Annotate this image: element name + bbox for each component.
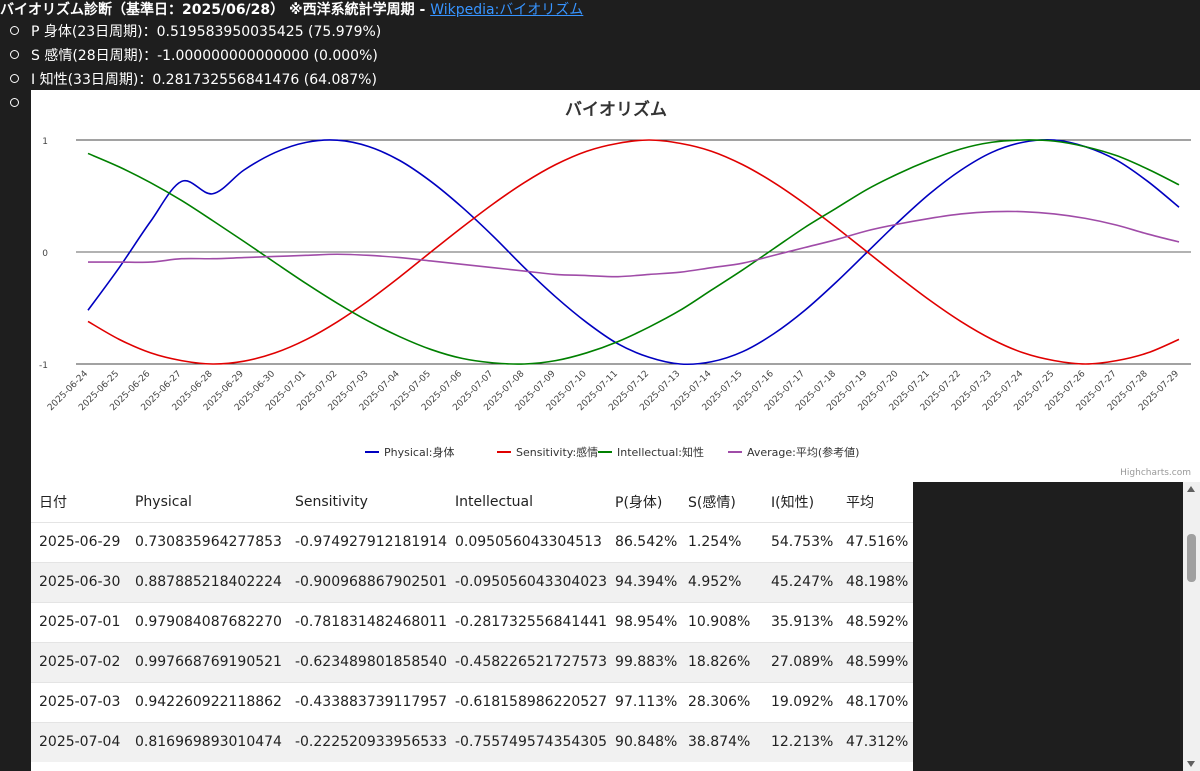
stat-empty (10, 96, 31, 112)
cell-s: 4.952% (680, 561, 763, 602)
cell-intellectual: -0.281732556841441 (447, 601, 608, 642)
y-tick-label: 0 (42, 249, 48, 259)
cell-i: 12.213% (762, 721, 838, 762)
cell-sensitivity: -0.623489801858540 (286, 641, 447, 682)
wikipedia-link[interactable]: Wikpedia:バイオリズム (430, 2, 584, 18)
col-physical: Physical (134, 493, 192, 510)
cell-intellectual: -0.618158986220527 (447, 681, 608, 722)
scroll-thumb[interactable] (1187, 534, 1196, 582)
cell-s: 38.874% (680, 721, 763, 762)
table-row: 2025-06-29 0.730835964277853 -0.9749279121… (31, 521, 913, 562)
table-header-row: 日付 Physical Sensitivity Intellectual P(身… (31, 482, 913, 522)
bullet-icon (10, 74, 19, 83)
table-row: 2025-07-03 0.942260922118862 -0.4338837391… (31, 681, 913, 722)
col-s: S(感情) (688, 494, 736, 511)
table-row: 2025-07-04 0.816969893010474 -0.2225209339… (31, 721, 913, 762)
cell-s: 28.306% (680, 681, 763, 722)
legend-item: Intellectual:知性 (617, 445, 704, 459)
cell-average: 48.592% (837, 601, 913, 642)
scroll-up-icon[interactable] (1187, 486, 1195, 492)
cell-physical: 0.997668769190521 (126, 641, 287, 682)
col-sensitivity: Sensitivity (294, 493, 368, 510)
cell-date: 2025-07-02 (31, 641, 127, 682)
chart-svg: バイオリズム10-12025-06-242025-06-252025-06-26… (39, 99, 1191, 478)
cell-average: 48.170% (837, 681, 913, 722)
series-line (87, 210, 1180, 278)
empty-pane (913, 482, 1183, 771)
cell-sensitivity: -0.222520933956533 (286, 721, 447, 762)
cell-s: 10.908% (680, 601, 763, 642)
scroll-down-icon[interactable] (1187, 761, 1195, 767)
bullet-icon (10, 26, 19, 35)
cell-p: 90.848% (607, 721, 681, 762)
table-row: 2025-07-01 0.979084087682270 -0.7818314824… (31, 601, 913, 642)
cell-i: 35.913% (762, 601, 838, 642)
cell-physical: 0.942260922118862 (126, 681, 287, 722)
cell-date: 2025-06-29 (31, 521, 127, 562)
cell-date: 2025-07-04 (31, 721, 127, 762)
page-title: バイオリズム診断（基準日：2025/06/28） ※西洋系統計学周期 - Wik… (0, 0, 583, 19)
table-row: 2025-07-02 0.997668769190521 -0.6234898018… (31, 641, 913, 682)
data-table-panel: 日付 Physical Sensitivity Intellectual P(身… (31, 482, 913, 771)
cell-physical: 0.816969893010474 (126, 721, 287, 762)
bullet-icon (10, 50, 19, 59)
chart-credit: Highcharts.com (1120, 468, 1191, 478)
legend-item: Average:平均(参考値) (747, 445, 859, 459)
cell-physical: 0.730835964277853 (126, 521, 287, 562)
cell-sensitivity: -0.781831482468011 (286, 601, 447, 642)
cell-intellectual: 0.095056043304513 (447, 521, 608, 562)
y-tick-label: -1 (39, 361, 48, 371)
cell-p: 98.954% (607, 601, 681, 642)
cell-date: 2025-07-03 (31, 681, 127, 722)
cell-physical: 0.887885218402224 (126, 561, 287, 602)
vertical-scrollbar[interactable] (1183, 482, 1200, 771)
cell-i: 19.092% (762, 681, 838, 722)
cell-p: 94.394% (607, 561, 681, 602)
title-text: バイオリズム診断（基準日：2025/06/28） ※西洋系統計学周期 - (0, 2, 431, 18)
cell-p: 97.113% (607, 681, 681, 722)
cell-date: 2025-06-30 (31, 561, 127, 602)
cell-intellectual: -0.095056043304023 (447, 561, 608, 602)
cell-date: 2025-07-01 (31, 601, 127, 642)
biorhythm-chart: バイオリズム 1 0 -1 2025-06-24 2025-06-25 2025-06-26… (31, 90, 1200, 482)
cell-i: 27.089% (762, 641, 838, 682)
stat-sensitivity-text: S 感情(28日周期)：-1.000000000000000 (0.000%) (31, 48, 378, 64)
stat-sensitivity: S 感情(28日周期)：-1.000000000000000 (0.000%) (10, 45, 378, 65)
stat-physical-text: P 身体(23日周期)：0.519583950035425 (75.979%) (31, 24, 382, 40)
col-i: I(知性) (770, 494, 815, 511)
cell-p: 99.883% (607, 641, 681, 682)
bullet-icon (10, 98, 19, 107)
legend-item: Sensitivity:感情 (516, 446, 598, 459)
col-p: P(身体) (615, 494, 663, 511)
col-intellectual: Intellectual (455, 493, 534, 510)
cell-sensitivity: -0.900968867902501 (286, 561, 447, 602)
cell-i: 54.753% (762, 521, 838, 562)
chart-title: バイオリズム (565, 99, 667, 120)
cell-intellectual: -0.458226521727573 (447, 641, 608, 682)
col-date: 日付 (39, 494, 67, 511)
cell-average: 47.516% (837, 521, 913, 562)
cell-s: 18.826% (680, 641, 763, 682)
stat-intellectual-text: I 知性(33日周期)：0.281732556841476 (64.087%) (31, 72, 377, 88)
table-row: 2025-06-30 0.887885218402224 -0.9009688679… (31, 561, 913, 602)
cell-physical: 0.979084087682270 (126, 601, 287, 642)
cell-average: 47.312% (837, 721, 913, 762)
data-table: 日付 Physical Sensitivity Intellectual P(身… (31, 482, 913, 762)
y-tick-label: 1 (42, 137, 48, 147)
cell-sensitivity: -0.974927912181914 (286, 521, 447, 562)
stat-physical: P 身体(23日周期)：0.519583950035425 (75.979%) (10, 21, 381, 41)
series-line (87, 139, 1180, 365)
legend-item: Physical:身体 (384, 445, 454, 459)
series-line (87, 138, 1180, 366)
col-average: 平均 (845, 494, 874, 511)
cell-p: 86.542% (607, 521, 681, 562)
cell-average: 48.599% (837, 641, 913, 682)
cell-s: 1.254% (680, 521, 763, 562)
cell-sensitivity: -0.433883739117957 (286, 681, 447, 722)
stat-intellectual: I 知性(33日周期)：0.281732556841476 (64.087%) (10, 69, 377, 89)
series-line (87, 139, 1180, 365)
cell-i: 45.247% (762, 561, 838, 602)
cell-intellectual: -0.755749574354305 (447, 721, 608, 762)
cell-average: 48.198% (837, 561, 913, 602)
